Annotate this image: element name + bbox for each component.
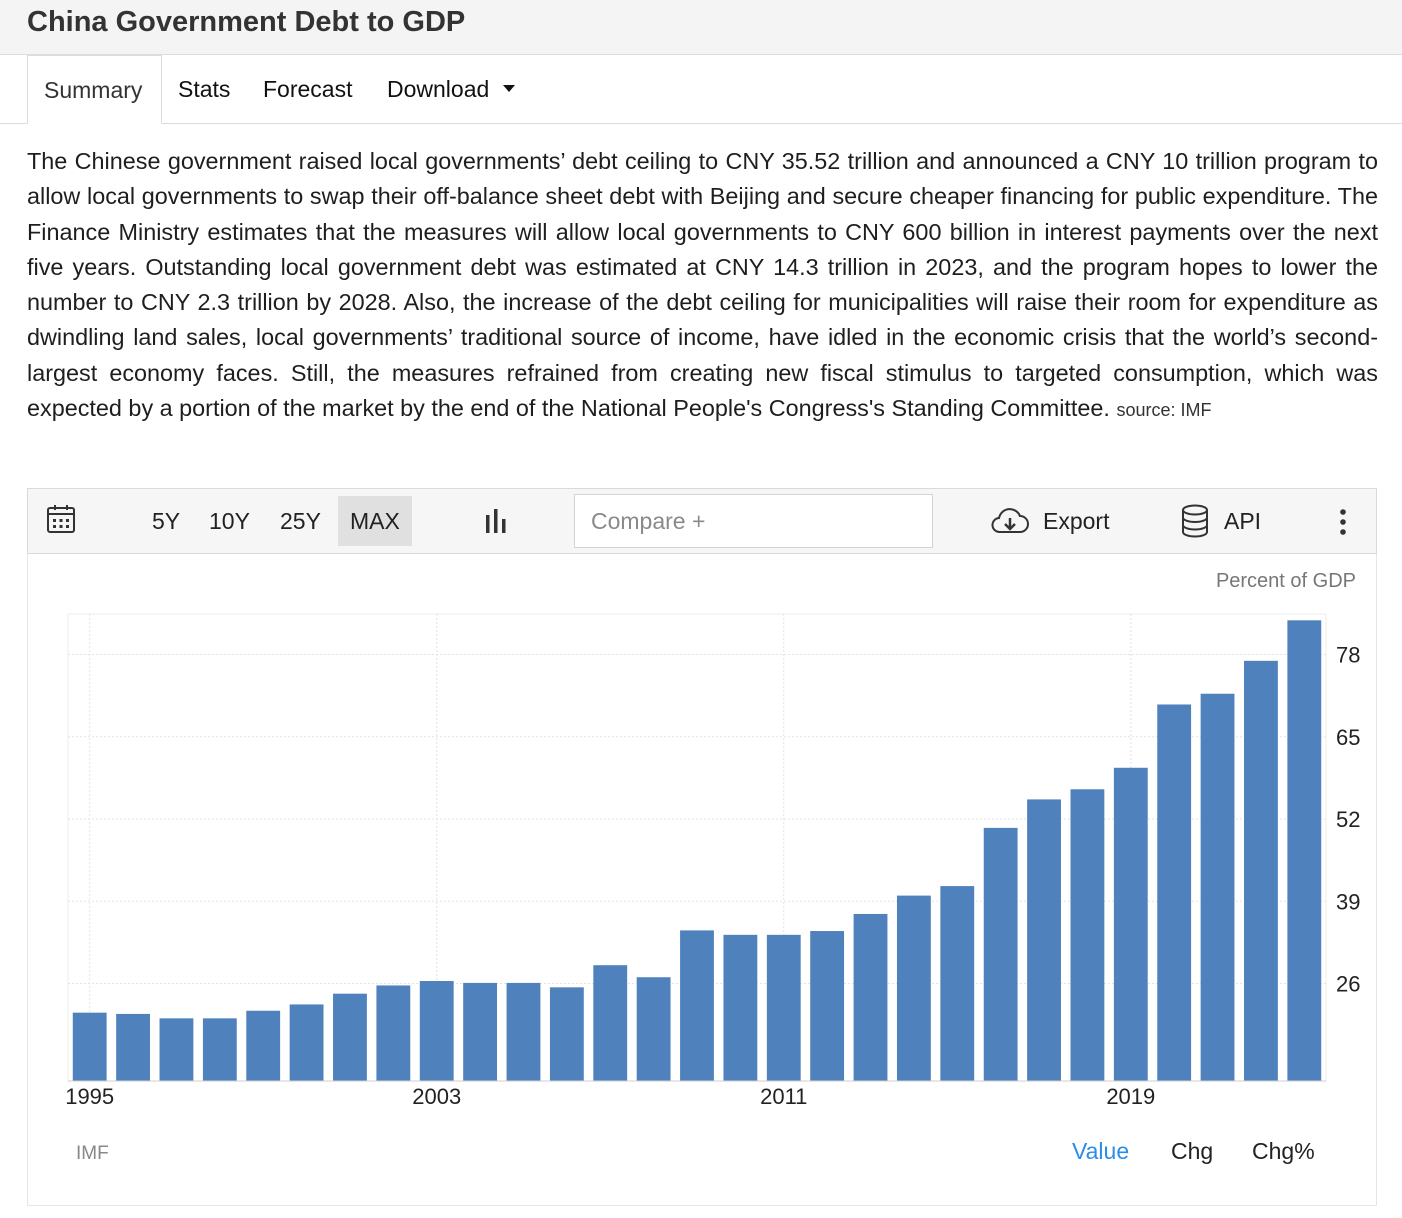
x-tick-label: 2019 <box>1106 1084 1155 1109</box>
range-10y-button[interactable]: 10Y <box>209 508 250 534</box>
bar-2004 <box>463 982 498 1081</box>
bar-2007 <box>593 965 628 1081</box>
bar-1995 <box>72 1012 107 1081</box>
bar-2020 <box>1157 704 1192 1081</box>
bar-2001 <box>333 993 367 1081</box>
summary-text: The Chinese government raised local gove… <box>27 148 1378 422</box>
more-vertical-icon[interactable] <box>1336 507 1350 537</box>
value-view-button[interactable]: Value <box>1072 1138 1130 1164</box>
bar-2014 <box>896 895 931 1081</box>
calendar-icon[interactable] <box>46 503 76 535</box>
bar-2021 <box>1200 693 1235 1081</box>
chart-toolbar: 5Y 10Y 25Y MAX Export API <box>27 488 1377 554</box>
page-title: China Government Debt to GDP <box>27 6 466 38</box>
range-max-button[interactable]: MAX <box>338 496 412 546</box>
tab-forecast[interactable]: Forecast <box>263 76 353 102</box>
chart-source: IMF <box>76 1143 109 1164</box>
y-tick-label: 39 <box>1336 889 1360 914</box>
bar-2012 <box>810 931 845 1081</box>
range-25y-button[interactable]: 25Y <box>280 508 321 534</box>
bar-2002 <box>376 985 411 1081</box>
chg-pct-view-button[interactable]: Chg% <box>1252 1138 1315 1164</box>
summary-paragraph: The Chinese government raised local gove… <box>27 144 1378 428</box>
bar-1996 <box>116 1013 150 1081</box>
tab-summary[interactable]: Summary <box>27 55 162 124</box>
bar-2005 <box>506 982 541 1081</box>
summary-source: source: IMF <box>1116 400 1212 421</box>
bar-2023 <box>1287 620 1322 1081</box>
bar-2008 <box>636 977 671 1081</box>
bar-2022 <box>1244 660 1278 1081</box>
x-tick-label: 2003 <box>412 1084 461 1109</box>
tab-download[interactable]: Download <box>387 55 516 124</box>
title-bar: China Government Debt to GDP <box>0 0 1402 55</box>
bar-chart: 26 39 52 65 78 1995 2003 2011 2019 <box>65 613 1360 1109</box>
bar-2011 <box>766 934 801 1081</box>
bar-chart-icon[interactable] <box>483 507 509 533</box>
chg-view-button[interactable]: Chg <box>1171 1138 1214 1164</box>
range-5y-button[interactable]: 5Y <box>152 508 181 534</box>
y-tick-label: 65 <box>1336 725 1360 750</box>
bar-2017 <box>1027 799 1061 1081</box>
y-tick-label: 78 <box>1336 642 1360 667</box>
bar-2006 <box>549 987 584 1081</box>
y-tick-label: 52 <box>1336 807 1360 832</box>
bar-2013 <box>853 913 888 1081</box>
database-icon[interactable] <box>1181 504 1209 538</box>
export-button[interactable]: Export <box>1043 508 1110 534</box>
x-tick-label: 1995 <box>65 1084 114 1109</box>
compare-input[interactable] <box>574 494 933 548</box>
bar-1999 <box>246 1010 281 1081</box>
bar-2000 <box>289 1004 324 1081</box>
chart-container: Percent of GDP 26 39 52 65 78 1995 2003 2011 201… <box>27 554 1377 1206</box>
caret-down-icon <box>503 85 516 93</box>
tab-bar: Summary Stats Forecast Download <box>0 55 1402 124</box>
bar-1998 <box>202 1018 237 1081</box>
bar-2003 <box>419 981 454 1081</box>
unit-label: Percent of GDP <box>1215 570 1356 592</box>
tab-stats[interactable]: Stats <box>178 76 231 102</box>
bar-2009 <box>680 930 714 1081</box>
bar-2010 <box>723 934 758 1081</box>
cloud-download-icon[interactable] <box>990 507 1030 537</box>
bar-2019 <box>1113 767 1148 1081</box>
y-tick-label: 26 <box>1336 972 1360 997</box>
api-button[interactable]: API <box>1224 508 1262 534</box>
bar-1997 <box>159 1018 194 1081</box>
bar-2016 <box>983 827 1018 1081</box>
tab-download-label: Download <box>387 76 490 102</box>
x-tick-label: 2011 <box>760 1084 807 1109</box>
bar-2018 <box>1070 789 1105 1081</box>
bar-2015 <box>940 886 975 1081</box>
